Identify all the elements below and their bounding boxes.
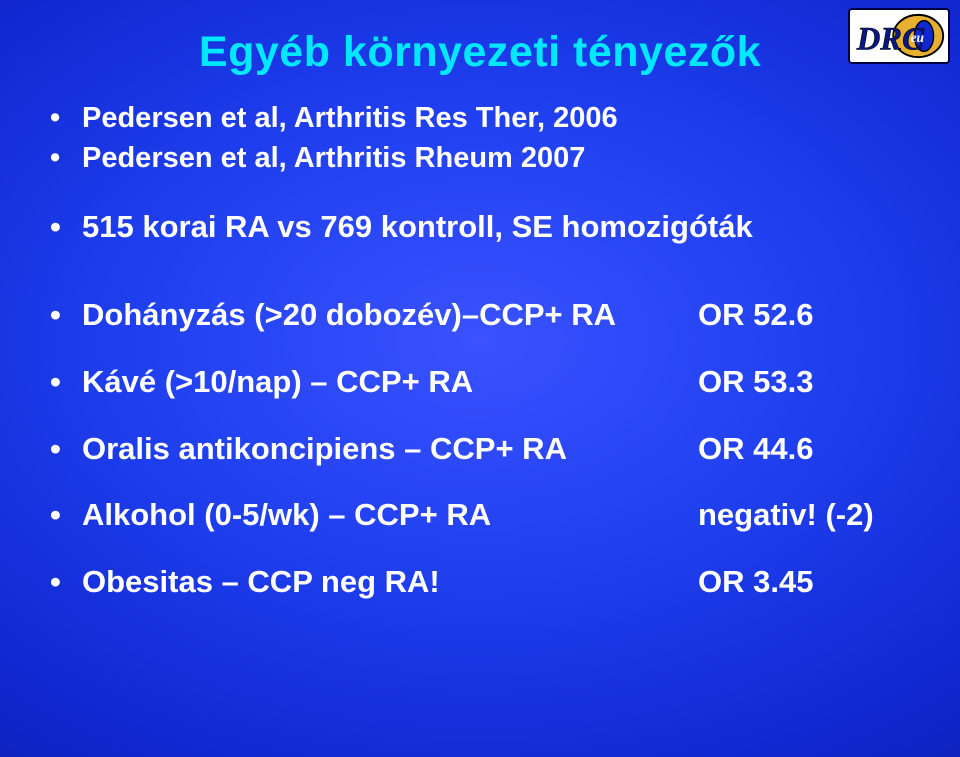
stat-label: Oralis antikoncipiens – CCP+ RA [82, 430, 567, 469]
ref-text: Pedersen et al, Arthritis Rheum 2007 [82, 142, 585, 174]
stat-value: OR 53.3 [698, 363, 813, 402]
reference-item: Pedersen et al, Arthritis Res Ther, 2006 [40, 100, 618, 136]
stat-value: OR 44.6 [698, 430, 813, 469]
slide: DRC eu Egyéb környezeti tényezők Pederse… [0, 0, 960, 757]
stat-value: OR 52.6 [698, 296, 813, 335]
stat-item: Kávé (>10/nap) – CCP+ RA OR 53.3 [40, 363, 940, 402]
ref-text: Pedersen et al, Arthritis Res Ther, 2006 [82, 102, 618, 134]
stat-item: Oralis antikoncipiens – CCP+ RA OR 44.6 [40, 430, 940, 469]
stat-value: negativ! (-2) [698, 496, 874, 535]
stat-label: Obesitas – CCP neg RA! [82, 563, 440, 602]
reference-item: Pedersen et al, Arthritis Rheum 2007 [40, 140, 618, 176]
reference-list: Pedersen et al, Arthritis Res Ther, 2006… [40, 100, 618, 181]
statement-text: 515 korai RA vs 769 kontroll, SE homozig… [82, 209, 753, 244]
statement-list: 515 korai RA vs 769 kontroll, SE homozig… [40, 208, 753, 247]
stats-list: Dohányzás (>20 dobozév)–CCP+ RA OR 52.6 … [40, 296, 940, 630]
stat-item: Dohányzás (>20 dobozév)–CCP+ RA OR 52.6 [40, 296, 940, 335]
stat-item: Obesitas – CCP neg RA! OR 3.45 [40, 563, 940, 602]
statement-item: 515 korai RA vs 769 kontroll, SE homozig… [40, 208, 753, 247]
stat-value: OR 3.45 [698, 563, 813, 602]
slide-title: Egyéb környezeti tényezők [0, 28, 960, 77]
stat-label: Dohányzás (>20 dobozév)–CCP+ RA [82, 296, 616, 335]
stat-item: Alkohol (0-5/wk) – CCP+ RA negativ! (-2) [40, 496, 940, 535]
stat-label: Alkohol (0-5/wk) – CCP+ RA [82, 496, 491, 535]
stat-label: Kávé (>10/nap) – CCP+ RA [82, 363, 473, 402]
